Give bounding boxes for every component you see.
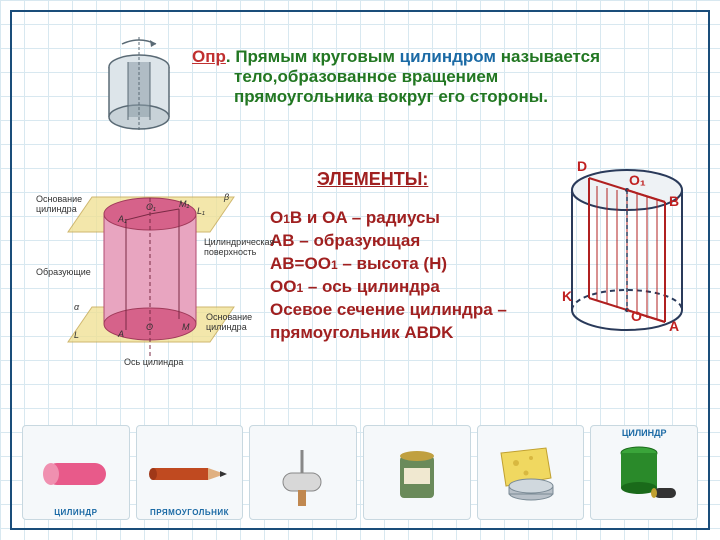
pink-label-axis: Ось цилиндра [124,357,183,367]
elements-line-2: AB – образующая [270,230,507,253]
example-label-2: ПРЯМОУГОЛЬНИК [150,508,229,517]
abdk-label-A: A [669,318,679,334]
pink-label-L: L [74,330,79,340]
abdk-label-O: O [631,308,642,324]
green-cylinder-battery-icon [609,438,679,508]
definition-cylinder-word: цилиндром [400,47,496,66]
definition-line-2: тело,образованное вращением [234,67,672,87]
example-cell-2: ПРЯМОУГОЛЬНИК [136,425,244,520]
pink-label-M: M [182,322,190,332]
example-cell-1: ЦИЛИНДР [22,425,130,520]
labeled-cylinder-figure: Основание цилиндра Цилиндрическая поверх… [34,162,264,377]
abdk-label-K: K [562,288,572,304]
abdk-cylinder-svg [547,160,707,350]
example-cell-3 [249,425,357,520]
pink-label-O1: O₁ [146,202,156,212]
abdk-cylinder-figure: D O₁ B K O A [547,160,707,350]
example-cell-6: ЦИЛИНДР [590,425,698,520]
example-cell-4 [363,425,471,520]
pink-label-L1: L₁ [197,206,205,216]
abdk-label-B: B [669,193,679,209]
elements-title: ЭЛЕМЕНТЫ: [317,169,428,190]
abdk-label-D: D [577,158,587,174]
definition-green-1: . Прямым круговым [226,47,400,66]
elements-line-5: Осевое сечение цилиндра – [270,299,507,322]
pink-label-surface: Цилиндрическая поверхность [204,237,264,257]
pink-label-gen: Образующие [36,267,91,277]
slide-frame: Опр. Прямым круговым цилиндром называетс… [10,10,710,530]
definition-line-3: прямоугольника вокруг его стороны. [234,87,672,107]
elements-list: O1B и OA – радиусы AB – образующая AB=OO… [270,207,507,345]
elements-line-4: OO1 – ось цилиндра [270,276,507,299]
pink-label-O: O [146,322,153,332]
pink-capsule-icon [36,448,116,498]
examples-row: ЦИЛИНДР ПРЯМОУГОЛЬНИК [22,425,698,520]
example-cell-5 [477,425,585,520]
jar-icon [382,438,452,508]
paint-roller-icon [268,438,338,508]
example-label-6: ЦИЛИНДР [622,428,667,438]
abdk-label-O1: O₁ [629,172,646,188]
elements-line-1: O1B и OA – радиусы [270,207,507,230]
pencil-icon [145,448,235,498]
elements-line-3: AB=OO1 – высота (H) [270,253,507,276]
definition-green-2: называется [496,47,600,66]
pink-label-bot-base: Основание цилиндра [206,312,261,332]
rotation-cylinder-icon [92,32,187,142]
elements-line-6: прямоугольник ABDK [270,322,507,345]
definition-block: Опр. Прямым круговым цилиндром называетс… [192,47,672,107]
cheese-can-icon [491,438,571,508]
example-label-1: ЦИЛИНДР [54,508,97,517]
pink-label-A1: A₁ [118,214,127,224]
pink-label-beta: β [224,192,229,202]
pink-label-A: A [118,329,124,339]
definition-prefix: Опр [192,47,226,66]
pink-label-alpha: α [74,302,79,312]
pink-label-top-base: Основание цилиндра [36,194,88,214]
pink-label-M1: M₁ [179,199,189,209]
definition-line-1: Опр. Прямым круговым цилиндром называетс… [192,47,672,67]
